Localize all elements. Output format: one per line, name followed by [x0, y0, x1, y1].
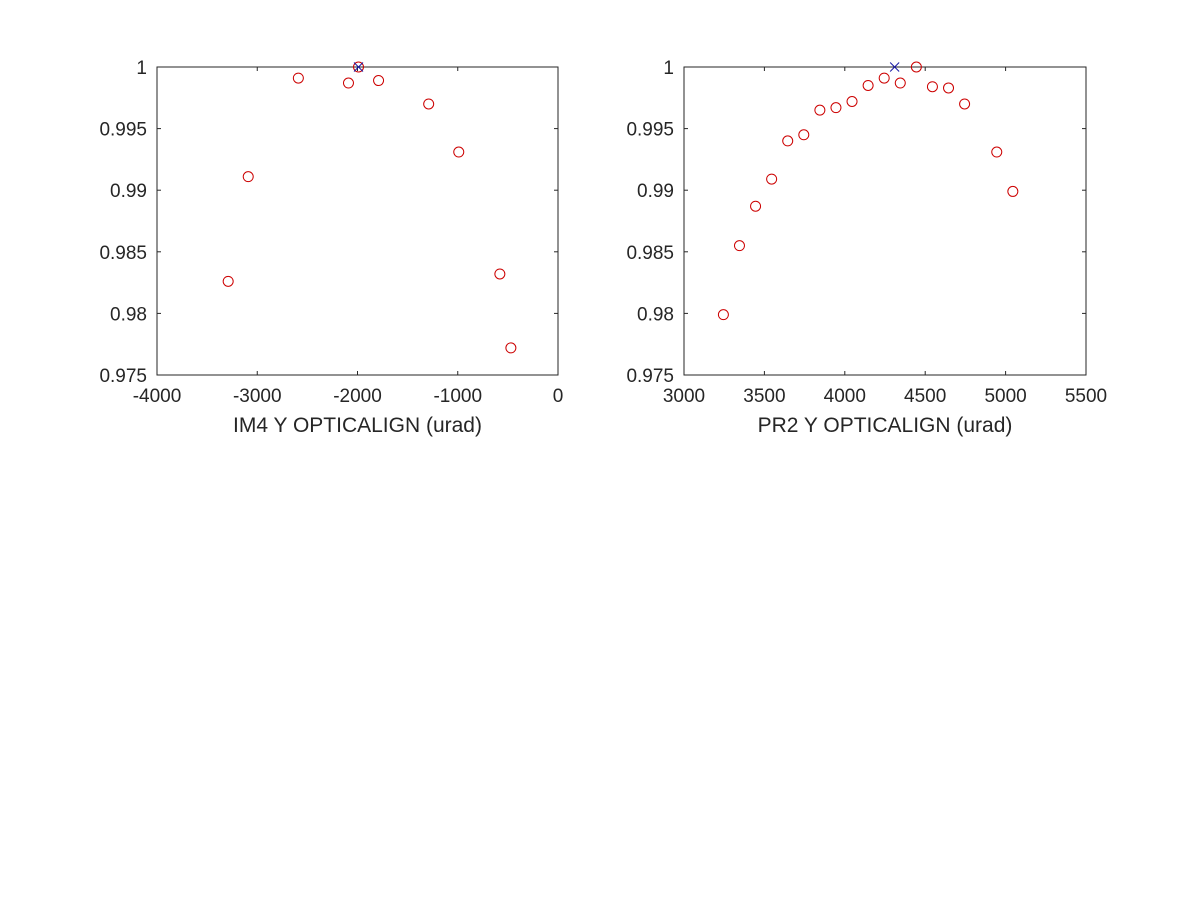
chart-panel-1: -4000 -3000 -2000 -1000 0 0.975 0.98 0.985 0.99 0…: [99, 58, 563, 437]
data-point-circle: [846, 95, 858, 107]
data-point-circle: [782, 135, 794, 147]
y-tick-label: 0.975: [626, 366, 674, 387]
data-point-circle: [926, 81, 938, 93]
data-point-circle: [943, 82, 955, 94]
data-point-circle: [878, 72, 890, 84]
y-tick-label: 0.995: [99, 120, 147, 141]
data-point-circle: [894, 77, 906, 89]
data-point-circle: [717, 309, 729, 321]
x-tick-label: 4000: [824, 386, 866, 407]
y-tick-label: 0.98: [110, 304, 147, 325]
x-tick-label: -4000: [133, 386, 182, 407]
data-point-circle: [750, 200, 762, 212]
x-axis-title: PR2 Y OPTICALIGN (urad): [758, 414, 1013, 437]
chart-panel-2: 3000 3500 4000 4500 5000 5500 0.975 0.98 0.985 0.…: [626, 58, 1107, 437]
x-axis-title: IM4 Y OPTICALIGN (urad): [233, 414, 482, 437]
data-point-circle: [1007, 185, 1019, 197]
plot-area-frame: [156, 66, 559, 376]
x-tick-label: -1000: [433, 386, 482, 407]
y-tick-label: 0.975: [99, 366, 147, 387]
y-tick-label: 1: [136, 58, 147, 79]
data-point-circle: [242, 171, 254, 183]
data-point-circle: [910, 61, 922, 73]
y-tick-label: 0.985: [99, 243, 147, 264]
x-tick-label: -3000: [233, 386, 282, 407]
data-point-circle: [494, 268, 506, 280]
x-tick-label: 5500: [1065, 386, 1107, 407]
data-point-circle: [862, 79, 874, 91]
data-point-circle: [959, 98, 971, 110]
y-tick-label: 0.985: [626, 243, 674, 264]
x-tick-label: 3500: [743, 386, 785, 407]
y-tick-label: 0.98: [637, 304, 674, 325]
data-point-circle: [830, 102, 842, 114]
data-point-circle: [766, 173, 778, 185]
data-point-circle: [423, 98, 435, 110]
x-marker-stroke: [889, 62, 900, 72]
y-tick-label: 1: [663, 58, 674, 79]
x-marker-stroke: [353, 62, 364, 72]
plot-area-frame: [683, 66, 1087, 376]
data-point-x-marker: [889, 62, 900, 72]
x-tick-label: 3000: [663, 386, 705, 407]
data-point-circle: [353, 61, 365, 73]
data-point-circle: [991, 146, 1003, 158]
data-point-circle: [373, 75, 385, 87]
y-tick-label: 0.99: [637, 181, 674, 202]
x-tick-label: -2000: [333, 386, 382, 407]
data-point-circle: [292, 72, 304, 84]
y-tick-label: 0.995: [626, 120, 674, 141]
data-point-circle: [798, 129, 810, 141]
data-point-circle: [814, 104, 826, 116]
x-tick-label: 0: [553, 386, 564, 407]
data-point-x-marker: [353, 62, 364, 72]
data-point-circle: [342, 77, 354, 89]
data-point-circle: [453, 146, 465, 158]
data-point-circle: [222, 275, 234, 287]
x-tick-label: 4500: [904, 386, 946, 407]
data-point-circle: [733, 240, 745, 252]
data-point-circle: [505, 342, 517, 354]
y-tick-label: 0.99: [110, 181, 147, 202]
x-tick-label: 5000: [984, 386, 1026, 407]
